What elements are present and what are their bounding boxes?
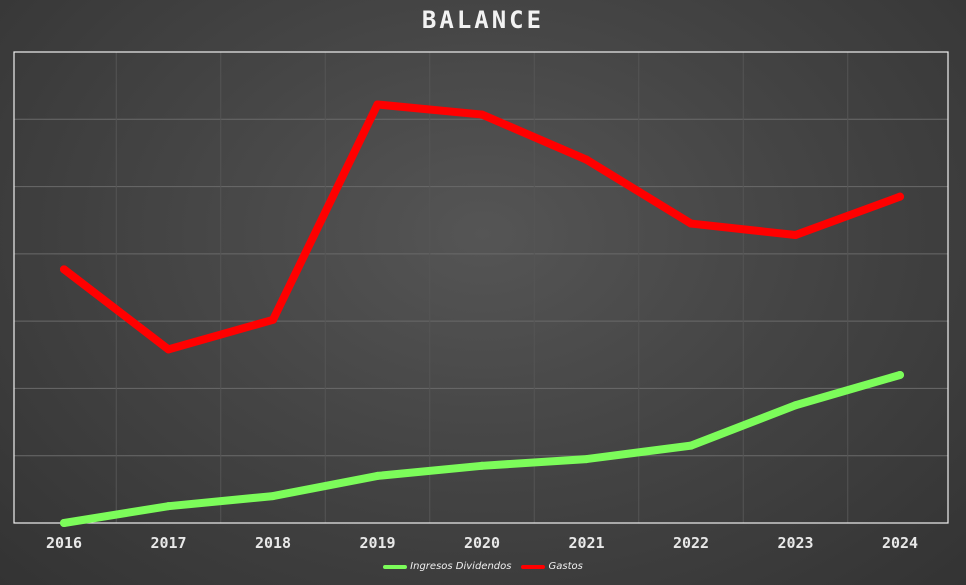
plot-area-border (13, 51, 949, 524)
legend-swatch-gastos (521, 564, 546, 569)
legend: Ingresos Dividendos Gastos (0, 561, 966, 572)
x-tick-label: 2021 (568, 534, 604, 552)
data-point-gastos-2024 (896, 192, 904, 201)
legend-label-ingresos: Ingresos Dividendos (410, 561, 512, 572)
data-point-gastos-2021 (582, 155, 591, 164)
grid (14, 52, 948, 523)
data-point-gastos-2017 (164, 345, 173, 354)
x-tick-label: 2017 (150, 534, 186, 552)
x-tick-label: 2022 (673, 534, 709, 552)
x-tick-label: 2023 (777, 534, 813, 552)
data-point-gastos-2022 (687, 219, 695, 228)
x-tick-label: 2019 (359, 534, 395, 552)
legend-swatch-ingresos (383, 564, 408, 569)
x-tick-label: 2016 (46, 534, 82, 552)
data-point-ingresos-2020 (478, 461, 486, 470)
x-axis-ticks: 2016 2017 2018 2019 2020 2021 2022 2023 2024 (46, 534, 918, 552)
series-layer (60, 100, 904, 527)
data-point-gastos-2019 (373, 100, 382, 109)
data-point-ingresos-2024 (896, 370, 904, 379)
data-point-ingresos-2018 (269, 492, 277, 501)
series-line-ingresos-dividendos (60, 370, 904, 527)
legend-item-gastos: Gastos (521, 561, 583, 572)
data-point-ingresos-2023 (791, 401, 800, 410)
x-tick-label: 2024 (882, 534, 918, 552)
data-point-gastos-2018 (269, 315, 277, 324)
series-line-gastos (60, 100, 904, 354)
data-point-gastos-2020 (478, 110, 486, 119)
data-point-ingresos-2021 (582, 455, 591, 464)
data-point-gastos-2023 (791, 231, 800, 240)
data-point-ingresos-2016 (60, 519, 68, 527)
data-point-ingresos-2022 (687, 441, 695, 450)
x-tick-label: 2020 (464, 534, 500, 552)
legend-item-ingresos: Ingresos Dividendos (383, 561, 511, 572)
legend-label-gastos: Gastos (548, 561, 583, 572)
chart-title: BALANCE (421, 6, 545, 34)
data-point-ingresos-2019 (373, 471, 382, 480)
data-point-gastos-2016 (60, 265, 68, 274)
data-point-ingresos-2017 (164, 502, 173, 511)
x-tick-label: 2018 (255, 534, 291, 552)
